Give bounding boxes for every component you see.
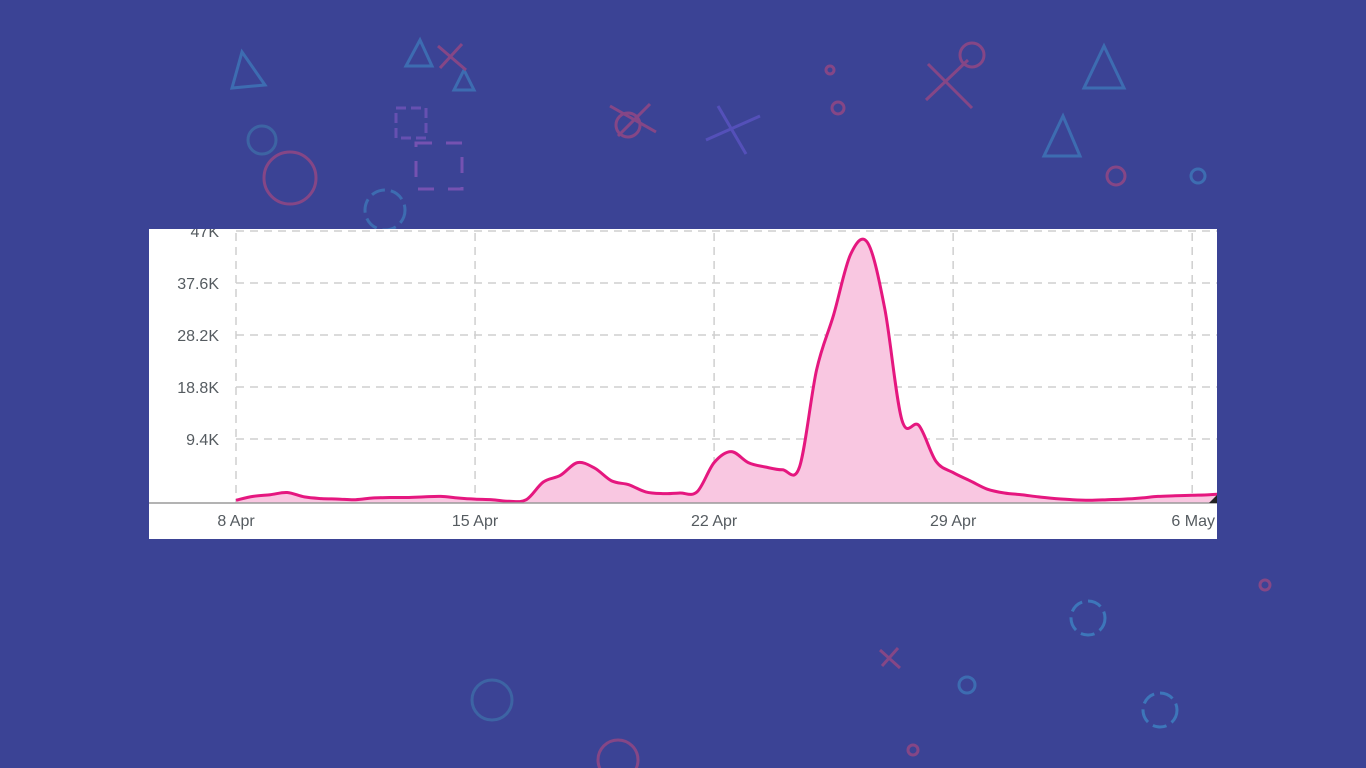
y-tick-label: 9.4K xyxy=(186,432,219,449)
bg-cross-icon xyxy=(924,58,974,110)
bg-triangle-icon xyxy=(1041,112,1083,158)
bg-circle-icon xyxy=(1141,691,1179,729)
series-area-fill xyxy=(236,239,1217,503)
bg-circle-icon xyxy=(958,41,986,69)
bg-triangle-icon xyxy=(1081,42,1127,90)
bg-square-icon xyxy=(414,141,464,191)
bg-circle-icon xyxy=(1189,167,1207,185)
y-tick-label: 28.2K xyxy=(177,328,219,345)
bg-square-icon xyxy=(394,106,428,140)
bg-triangle-icon xyxy=(403,36,435,68)
x-tick-label: 22 Apr xyxy=(691,513,738,530)
bg-circle-icon xyxy=(246,124,278,156)
grid-lines xyxy=(235,230,1217,503)
bg-cross-icon xyxy=(609,102,657,138)
series-end-marker xyxy=(1209,495,1217,503)
y-axis-tick-labels: 9.4K 18.8K 28.2K 37.6K 47K xyxy=(177,229,219,449)
area-chart: 9.4K 18.8K 28.2K 37.6K 47K 8 Apr 15 Apr 22 Apr… xyxy=(149,229,1217,530)
bg-circle-icon xyxy=(596,738,640,768)
y-tick-label: 37.6K xyxy=(177,276,219,293)
bg-circle-icon xyxy=(262,150,318,206)
x-axis-tick-labels: 8 Apr 15 Apr 22 Apr 29 Apr 6 May xyxy=(217,513,1215,530)
y-tick-label: 18.8K xyxy=(177,380,219,397)
bg-circle-icon xyxy=(470,678,514,722)
bg-circle-icon xyxy=(957,675,977,695)
bg-cross-icon xyxy=(705,105,761,155)
chart-card: 9.4K 18.8K 28.2K 37.6K 47K 8 Apr 15 Apr 22 Apr… xyxy=(149,229,1217,539)
x-tick-label: 6 May xyxy=(1171,513,1215,530)
bg-circle-icon xyxy=(1258,578,1272,592)
x-tick-label: 8 Apr xyxy=(217,513,255,530)
bg-triangle-icon xyxy=(451,66,477,92)
bg-circle-icon xyxy=(906,743,920,757)
y-tick-label: 47K xyxy=(191,229,220,241)
x-tick-label: 29 Apr xyxy=(930,513,977,530)
bg-cross-icon xyxy=(878,647,902,670)
bg-circle-icon xyxy=(1069,599,1107,637)
bg-cross-icon xyxy=(437,42,467,72)
bg-circle-icon xyxy=(1105,165,1127,187)
bg-circle-icon xyxy=(830,100,846,116)
series-line xyxy=(235,237,1217,504)
bg-circle-icon xyxy=(824,64,836,76)
x-tick-label: 15 Apr xyxy=(452,513,499,530)
bg-circle-icon xyxy=(363,188,407,232)
bg-circle-icon xyxy=(614,111,642,139)
bg-triangle-icon xyxy=(229,48,268,90)
